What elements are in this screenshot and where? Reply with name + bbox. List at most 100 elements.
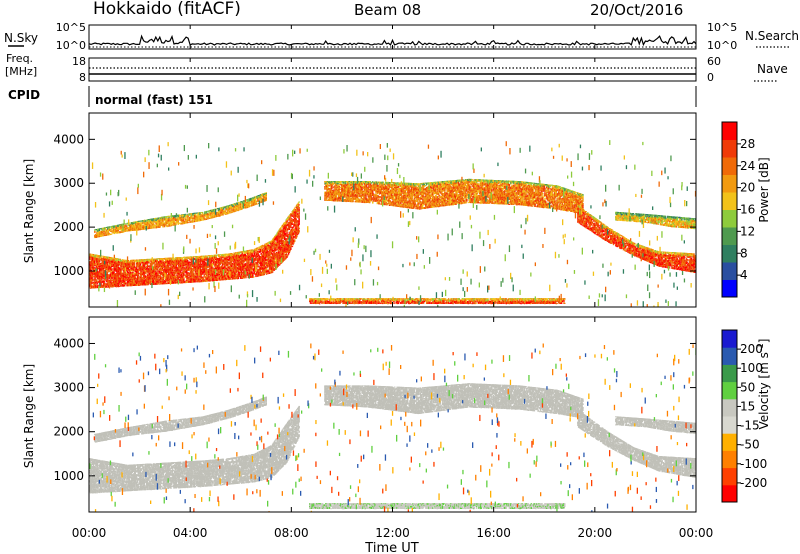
scatter-cell: [90, 278, 92, 280]
scatter-cell: [248, 270, 250, 273]
scatter-cell: [293, 236, 295, 239]
scatter-cell: [217, 270, 219, 272]
scatter-cell: [173, 272, 175, 275]
scatter-cell: [170, 276, 173, 278]
scatter-cell: [217, 271, 219, 274]
scatter-cell: [183, 258, 186, 260]
scatter-cell: [273, 259, 275, 261]
scatter-cell: [123, 272, 125, 275]
scatter-cell: [120, 280, 122, 283]
scatter-cell: [221, 275, 223, 279]
scatter-cell: [191, 216, 193, 218]
scatter-cell: [231, 274, 234, 277]
scatter-cell: [258, 274, 260, 276]
scatter-cell: [145, 275, 147, 278]
scatter-cell: [205, 271, 208, 274]
scatter-cell: [173, 265, 175, 267]
scatter-cell: [156, 265, 158, 267]
scatter-cell: [169, 268, 171, 270]
scatter-cell: [116, 258, 118, 260]
scatter-cell: [189, 271, 192, 272]
scatter-cell: [208, 263, 210, 265]
scatter-cell: [112, 273, 114, 275]
scatter-cell: [129, 273, 131, 276]
scatter-cell: [133, 278, 136, 281]
scatter-cell: [105, 273, 108, 276]
scatter-cell: [178, 271, 180, 273]
scatter-cell: [136, 284, 138, 286]
scatter-cell: [123, 265, 125, 267]
scatter-cell: [298, 215, 300, 217]
scatter-cell: [161, 274, 164, 276]
scatter-cell: [102, 260, 105, 263]
scatter-cell: [178, 279, 180, 281]
scatter-cell: [101, 276, 104, 278]
scatter-cell: [192, 269, 195, 272]
scatter-cell: [235, 263, 237, 267]
scatter-cell: [97, 261, 99, 264]
scatter-cell: [101, 257, 103, 260]
scatter-cell: [149, 258, 152, 260]
scatter-cell: [250, 256, 253, 258]
scatter-cell: [177, 272, 179, 275]
scatter-cell: [126, 274, 129, 275]
scatter-cell: [232, 258, 234, 260]
scatter-cell: [143, 280, 146, 283]
scatter-cell: [298, 227, 300, 230]
scatter-cell: [215, 259, 218, 261]
scatter-cell: [160, 270, 162, 272]
scatter-cell: [224, 261, 226, 262]
scatter-cell: [161, 272, 164, 274]
scatter-cell: [250, 273, 253, 275]
scatter-cell: [246, 254, 249, 257]
scatter-cell: [103, 275, 105, 278]
scatter-cell: [128, 282, 130, 285]
scatter-cell: [125, 266, 127, 268]
scatter-cell: [258, 254, 260, 257]
scatter-cell: [252, 261, 255, 264]
scatter-cell: [166, 258, 168, 261]
scatter-cell: [293, 208, 295, 210]
scatter-cell: [170, 269, 173, 271]
scatter-cell: [90, 269, 92, 271]
scatter-cell: [148, 272, 151, 275]
scatter-cell: [128, 269, 130, 272]
scatter-cell: [166, 262, 168, 265]
scatter-cell: [176, 266, 178, 269]
scatter-cell: [145, 280, 148, 282]
scatter-cell: [155, 277, 158, 279]
scatter-cell: [222, 259, 224, 262]
scatter-cell: [139, 284, 142, 286]
scatter-cell: [90, 258, 92, 261]
noise-right-tick-bottom: 10^0: [707, 39, 737, 52]
scatter-cell: [243, 267, 245, 270]
scatter-cell: [208, 258, 210, 260]
scatter-cell: [121, 277, 124, 279]
scatter-cell: [138, 220, 141, 222]
scatter-cell: [104, 256, 106, 259]
scatter-cell: [172, 275, 174, 277]
scatter-cell: [121, 260, 124, 262]
scatter-cell: [108, 265, 111, 267]
scatter-cell: [138, 285, 140, 286]
scatter-cell: [294, 222, 297, 224]
scatter-cell: [213, 277, 215, 280]
scatter-cell: [250, 267, 253, 270]
scatter-cell: [169, 259, 171, 262]
scatter-cell: [160, 258, 162, 260]
scatter-cell: [187, 256, 190, 258]
scatter-cell: [254, 248, 256, 250]
scatter-cell: [109, 226, 111, 228]
scatter-cell: [125, 267, 127, 269]
scatter-cell: [166, 279, 168, 282]
scatter-cell: [142, 261, 144, 263]
scatter-cell: [92, 254, 94, 256]
scatter-cell: [114, 274, 116, 276]
scatter-cell: [205, 269, 208, 272]
scatter-cell: [189, 277, 192, 279]
scatter-cell: [188, 261, 190, 264]
scatter-cell: [277, 251, 280, 254]
scatter-cell: [250, 265, 253, 268]
scatter-cell: [252, 268, 254, 271]
scatter-cell: [195, 270, 197, 273]
